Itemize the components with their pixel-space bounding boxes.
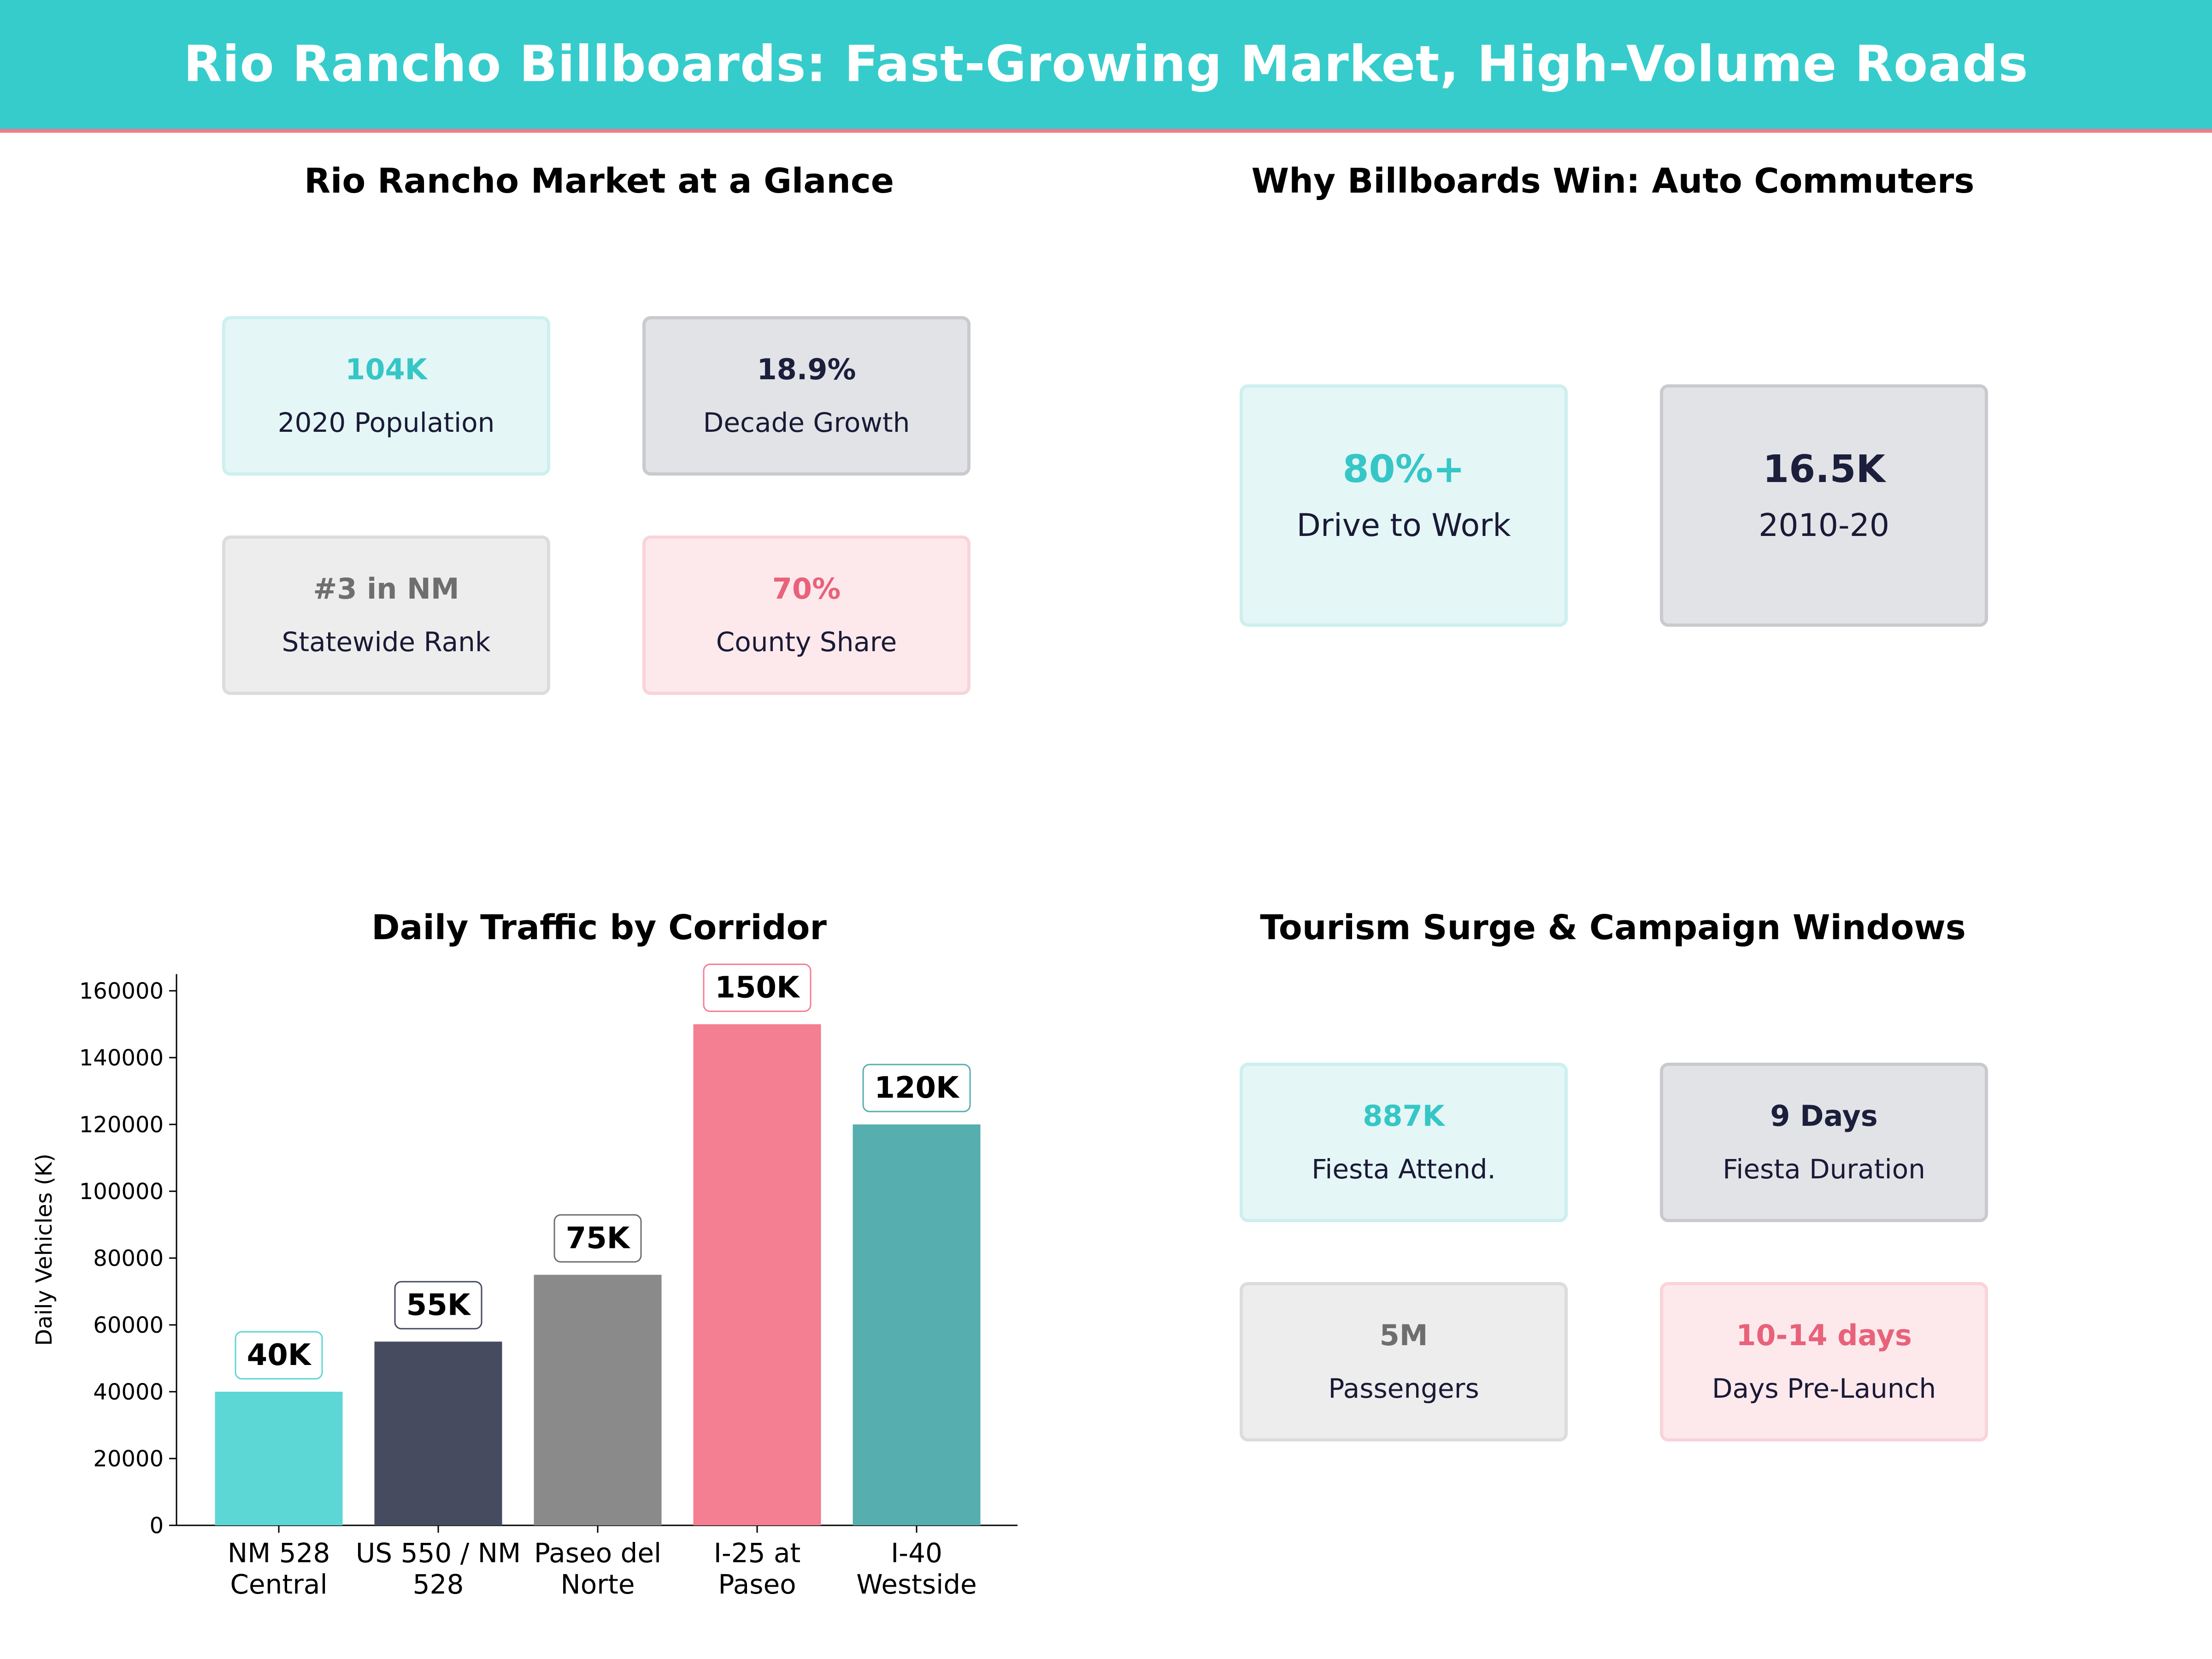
x-tick-label: 528: [413, 1569, 464, 1600]
market-panel-title: Rio Rancho Market at a Glance: [304, 161, 894, 201]
bar: [534, 1275, 662, 1525]
data-label: 150K: [715, 971, 800, 1005]
kpi-card-county-share: 70% County Share: [642, 535, 971, 695]
bar: [693, 1024, 821, 1525]
kpi-value: 887K: [1363, 1099, 1445, 1133]
kpi-card-population: 104K 2020 Population: [222, 316, 550, 476]
data-label-box: [553, 1214, 642, 1263]
y-tick-label: 120000: [79, 1112, 164, 1138]
data-label: 75K: [566, 1221, 631, 1255]
kpi-value: 5M: [1379, 1318, 1428, 1352]
data-label: 120K: [874, 1071, 960, 1105]
kpi-value: 9 Days: [1770, 1099, 1878, 1133]
x-tick-label: I-25 at: [714, 1537, 801, 1569]
kpi-label: Decade Growth: [703, 407, 910, 438]
y-axis-label: Daily Vehicles (K): [31, 1153, 57, 1346]
header-bar: Rio Rancho Billboards: Fast-Growing Mark…: [0, 0, 2212, 133]
kpi-card-fiesta-duration: 9 Days Fiesta Duration: [1660, 1063, 1988, 1222]
y-tick-label: 60000: [93, 1312, 164, 1338]
data-label-box: [235, 1331, 323, 1380]
kpi-card-days-pre-launch: 10-14 days Days Pre-Launch: [1660, 1282, 1988, 1441]
kpi-card-rank: #3 in NM Statewide Rank: [222, 535, 550, 695]
kpi-card-fiesta-attend: 887K Fiesta Attend.: [1240, 1063, 1568, 1222]
data-label: 55K: [406, 1288, 471, 1322]
data-label-box: [862, 1064, 971, 1112]
kpi-value: #3 in NM: [313, 572, 459, 606]
kpi-card-2010-20: 16.5K 2010-20: [1660, 384, 1988, 627]
kpi-value: 16.5K: [1763, 447, 1885, 491]
page-title: Rio Rancho Billboards: Fast-Growing Mark…: [183, 35, 2029, 93]
y-tick-label: 80000: [93, 1246, 164, 1271]
y-tick-label: 100000: [79, 1179, 164, 1205]
x-tick-label: Norte: [560, 1569, 635, 1600]
kpi-label: Fiesta Duration: [1723, 1153, 1925, 1185]
kpi-value: 10-14 days: [1736, 1318, 1912, 1352]
x-tick-label: I-40: [891, 1537, 942, 1569]
kpi-label: Passengers: [1328, 1373, 1479, 1404]
commuters-panel-title: Why Billboards Win: Auto Commuters: [1251, 161, 1975, 201]
bar: [853, 1124, 981, 1525]
kpi-label: 2010-20: [1758, 507, 1890, 544]
kpi-value: 70%: [772, 572, 841, 606]
x-tick-label: NM 528: [228, 1537, 330, 1569]
kpi-label: Drive to Work: [1296, 507, 1511, 544]
tourism-panel-title: Tourism Surge & Campaign Windows: [1260, 908, 1966, 947]
y-tick-label: 20000: [93, 1446, 164, 1472]
kpi-value: 80%+: [1342, 447, 1465, 491]
kpi-label: Fiesta Attend.: [1312, 1153, 1496, 1185]
kpi-label: Statewide Rank: [282, 626, 491, 658]
y-tick-label: 140000: [79, 1045, 164, 1071]
kpi-value: 18.9%: [757, 353, 856, 386]
data-label-box: [703, 964, 812, 1012]
data-label: 40K: [247, 1338, 312, 1372]
chart-title: Daily Traffic by Corridor: [371, 908, 827, 947]
x-tick-label: Westside: [856, 1569, 977, 1600]
bar: [215, 1392, 343, 1525]
bar: [374, 1341, 502, 1525]
kpi-card-drive-to-work: 80%+ Drive to Work: [1240, 384, 1568, 627]
x-tick-label: US 550 / NM: [356, 1537, 521, 1569]
kpi-card-passengers: 5M Passengers: [1240, 1282, 1568, 1441]
kpi-value: 104K: [345, 353, 427, 386]
kpi-label: 2020 Population: [277, 407, 495, 438]
kpi-card-growth: 18.9% Decade Growth: [642, 316, 971, 476]
kpi-label: County Share: [716, 626, 897, 658]
kpi-label: Days Pre-Launch: [1712, 1373, 1936, 1404]
y-tick-label: 160000: [79, 978, 164, 1004]
y-tick-label: 0: [149, 1513, 164, 1539]
data-label-box: [394, 1281, 482, 1330]
x-tick-label: Paseo: [718, 1569, 796, 1600]
y-tick-label: 40000: [93, 1379, 164, 1405]
x-tick-label: Paseo del: [534, 1537, 661, 1569]
x-tick-label: Central: [230, 1569, 327, 1600]
